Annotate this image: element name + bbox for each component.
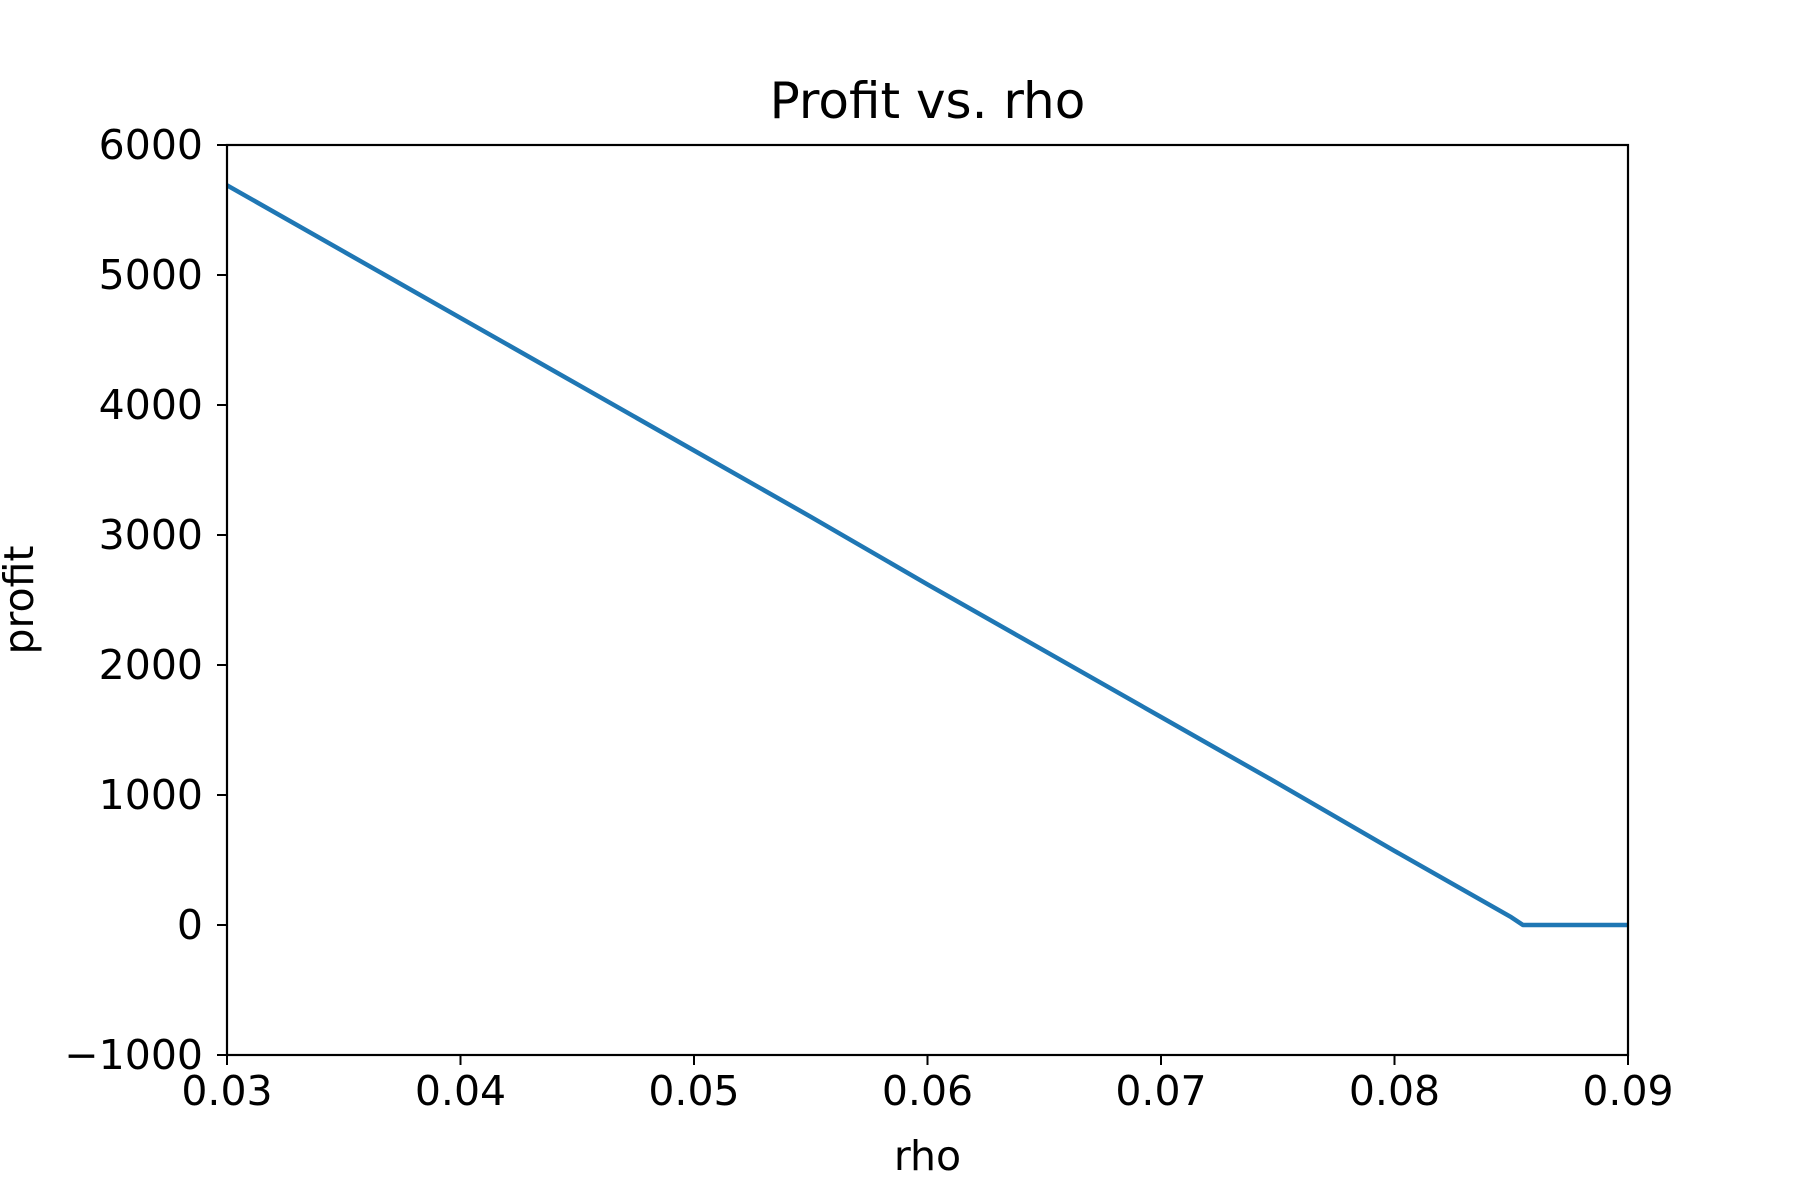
chart-title: Profit vs. rho (770, 72, 1086, 130)
x-tick-label: 0.09 (1582, 1067, 1673, 1115)
y-axis-label: profit (0, 546, 43, 655)
series-line-0 (227, 183, 1628, 928)
y-axis: −1000 0 1000 2000 3000 4000 5000 6000 (64, 121, 227, 1079)
x-tick-label: 0.06 (882, 1067, 973, 1115)
x-tick-label: 0.07 (1115, 1067, 1206, 1115)
x-axis: 0.03 0.04 0.05 0.06 0.07 0.08 0.09 (181, 1055, 1674, 1115)
y-tick-label: −1000 (64, 1031, 203, 1079)
x-tick-label: 0.04 (415, 1067, 506, 1115)
x-tick-label: 0.08 (1349, 1067, 1440, 1115)
y-tick-label: 5000 (99, 251, 203, 299)
x-tick-label: 0.05 (648, 1067, 739, 1115)
y-tick-label: 1000 (99, 771, 203, 819)
y-tick-label: 3000 (99, 511, 203, 559)
y-tick-label: 6000 (99, 121, 203, 169)
x-tick-label: 0.03 (181, 1067, 272, 1115)
y-tick-label: 4000 (99, 381, 203, 429)
y-tick-label: 2000 (99, 641, 203, 689)
x-axis-label: rho (894, 1132, 961, 1180)
y-tick-label: 0 (177, 901, 203, 949)
